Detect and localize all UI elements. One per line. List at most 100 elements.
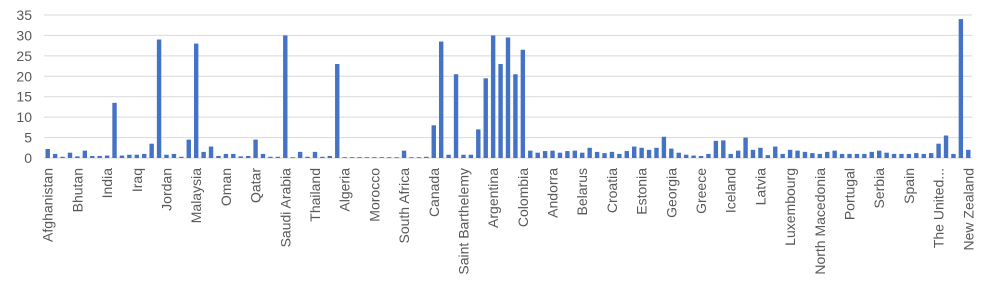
y-tick-label: 20 bbox=[16, 68, 32, 84]
x-tick-label: New Zealand bbox=[960, 168, 976, 251]
bar bbox=[557, 152, 563, 158]
bar bbox=[847, 153, 852, 158]
y-tick-label: 0 bbox=[24, 150, 32, 166]
bar bbox=[193, 43, 199, 158]
bar bbox=[312, 151, 318, 158]
bar bbox=[260, 153, 266, 158]
x-tick-label: Estonia bbox=[634, 168, 650, 215]
bar bbox=[90, 155, 95, 158]
bar bbox=[268, 156, 273, 158]
bar bbox=[142, 153, 147, 158]
y-tick-label: 25 bbox=[16, 48, 32, 64]
bar bbox=[468, 154, 474, 158]
bar bbox=[342, 157, 347, 158]
bar bbox=[431, 125, 436, 158]
bar bbox=[743, 137, 748, 158]
bar bbox=[542, 151, 548, 158]
bar bbox=[691, 155, 696, 158]
x-tick-label: Serbia bbox=[871, 168, 887, 209]
x-tick-label: Portugal bbox=[842, 168, 858, 220]
bar bbox=[97, 155, 102, 158]
x-tick-label: Oman bbox=[218, 168, 234, 206]
bar bbox=[810, 153, 815, 158]
bar bbox=[528, 150, 533, 158]
bar bbox=[884, 152, 889, 158]
x-tick-label: Croatia bbox=[604, 168, 620, 213]
x-tick-label: Iraq bbox=[129, 168, 145, 192]
bar bbox=[231, 153, 236, 158]
bar bbox=[179, 156, 184, 158]
bar bbox=[713, 140, 719, 158]
bar bbox=[854, 153, 860, 158]
bar bbox=[401, 150, 407, 158]
bar bbox=[409, 157, 414, 158]
bar bbox=[869, 151, 874, 158]
bar bbox=[632, 146, 637, 158]
y-tick-label: 5 bbox=[24, 130, 32, 146]
bar bbox=[104, 155, 110, 158]
bar bbox=[958, 19, 964, 159]
bar bbox=[223, 153, 229, 158]
bar bbox=[171, 153, 177, 158]
bar bbox=[216, 155, 221, 158]
bar bbox=[379, 157, 384, 158]
bar bbox=[728, 153, 733, 158]
x-tick-label: Spain bbox=[901, 168, 917, 204]
bar bbox=[669, 148, 674, 158]
bar bbox=[609, 151, 615, 158]
bar bbox=[565, 151, 570, 158]
bar bbox=[817, 153, 823, 158]
bar bbox=[297, 151, 303, 158]
bar bbox=[921, 153, 926, 158]
bar bbox=[624, 151, 629, 158]
bar bbox=[943, 135, 949, 158]
bar bbox=[899, 153, 904, 158]
bar bbox=[45, 149, 50, 158]
bar bbox=[661, 136, 667, 158]
bar bbox=[832, 150, 837, 158]
bar bbox=[914, 153, 919, 158]
bar bbox=[839, 153, 845, 158]
bar bbox=[127, 154, 132, 158]
bar bbox=[773, 146, 778, 158]
x-tick-label: Andorra bbox=[545, 168, 561, 218]
bar bbox=[461, 154, 466, 158]
bar bbox=[535, 152, 540, 158]
x-tick-label: Algeria bbox=[337, 168, 353, 212]
bar bbox=[134, 154, 139, 158]
bar bbox=[357, 157, 362, 158]
bar bbox=[372, 157, 377, 158]
bar bbox=[928, 153, 934, 158]
x-tick-label: Thailand bbox=[307, 168, 323, 222]
bar bbox=[349, 157, 355, 158]
bar bbox=[906, 153, 912, 158]
bar bbox=[305, 156, 310, 158]
bar bbox=[765, 155, 771, 158]
bar bbox=[795, 150, 800, 158]
bar bbox=[253, 139, 258, 158]
bar bbox=[498, 64, 503, 158]
bar bbox=[966, 149, 971, 158]
x-tick-label: Qatar bbox=[248, 168, 264, 203]
bar bbox=[75, 156, 80, 158]
bar bbox=[572, 150, 578, 158]
bar bbox=[676, 152, 681, 158]
bar bbox=[877, 150, 882, 158]
bar bbox=[164, 154, 169, 158]
bar bbox=[67, 152, 73, 158]
bar bbox=[112, 102, 117, 158]
bar bbox=[201, 151, 206, 158]
bar bbox=[505, 37, 511, 158]
bar bbox=[721, 140, 726, 158]
bar bbox=[394, 157, 399, 158]
bar bbox=[683, 154, 689, 158]
bar bbox=[453, 74, 459, 158]
x-tick-label: Morocco bbox=[366, 168, 382, 222]
bar bbox=[208, 146, 214, 158]
bar bbox=[364, 157, 370, 158]
x-tick-label: Jordan bbox=[158, 168, 174, 211]
bar bbox=[587, 147, 592, 158]
bar bbox=[698, 155, 704, 158]
y-tick-label: 15 bbox=[16, 89, 32, 105]
